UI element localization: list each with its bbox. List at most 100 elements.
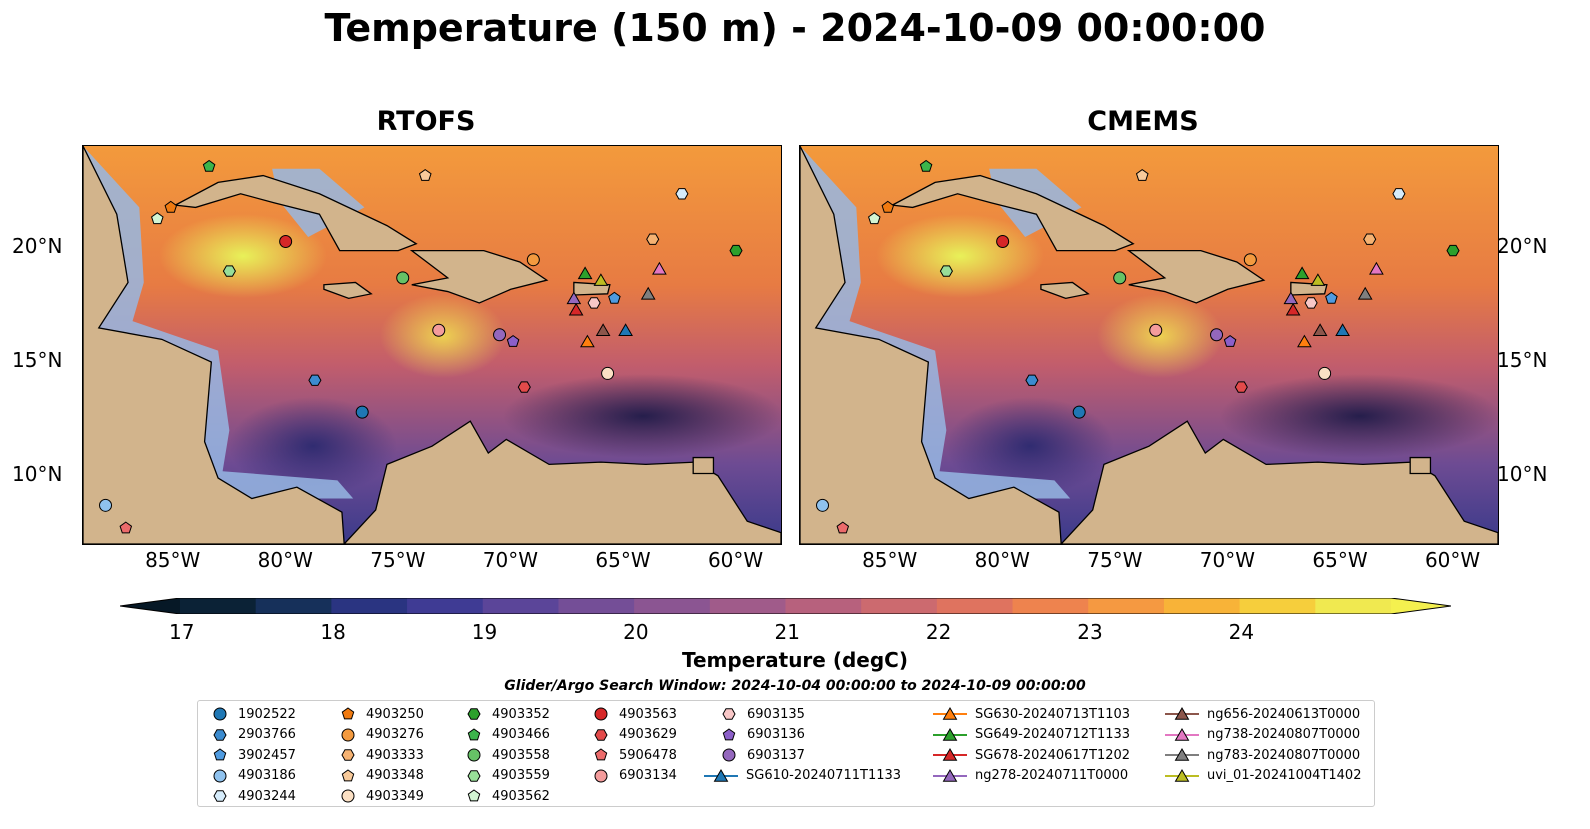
legend-marker bbox=[467, 748, 481, 762]
colorbar-tick-label: 17 bbox=[169, 620, 195, 644]
legend-marker-icon bbox=[213, 748, 227, 761]
legend-marker bbox=[1174, 748, 1190, 761]
legend-marker bbox=[713, 768, 729, 782]
map-marker-SG678-20240617T1202 bbox=[568, 302, 584, 316]
legend-marker-icon bbox=[1165, 748, 1199, 761]
legend-marker bbox=[594, 707, 608, 721]
legend-marker-icon bbox=[933, 768, 967, 782]
legend-label: 6903134 bbox=[619, 768, 677, 783]
lat-tick-label: 10°N bbox=[1497, 461, 1548, 486]
legend-item: 1902522 bbox=[210, 704, 296, 724]
legend-marker bbox=[722, 748, 736, 762]
legend-label: 4903349 bbox=[366, 788, 424, 804]
map-marker-4903558 bbox=[396, 271, 410, 285]
map-marker-4903244 bbox=[1392, 188, 1406, 200]
map-marker-SG610-20240711T1133 bbox=[1335, 323, 1350, 336]
legend-marker-icon bbox=[467, 769, 481, 782]
map-cmems bbox=[799, 145, 1499, 545]
legend-item: SG678-20240617T1202 bbox=[933, 745, 1130, 765]
legend-marker bbox=[1174, 768, 1190, 782]
legend-item: 4903559 bbox=[464, 766, 550, 786]
legend-label: ng656-20240613T0000 bbox=[1207, 706, 1361, 722]
map-marker-ng278-20240711T0000 bbox=[566, 291, 582, 305]
map-marker-6903136 bbox=[506, 334, 520, 347]
land bbox=[173, 174, 418, 252]
map-marker-4903250 bbox=[881, 200, 895, 213]
legend-label: 4903629 bbox=[619, 727, 677, 742]
map-marker-4903348 bbox=[418, 168, 432, 181]
legend-marker-icon bbox=[213, 790, 227, 802]
lon-tick-label: 60°W bbox=[1424, 548, 1481, 572]
legend-marker bbox=[213, 728, 227, 741]
lat-tick-label: 20°N bbox=[12, 234, 63, 259]
land bbox=[1126, 249, 1266, 304]
legend-marker bbox=[942, 727, 958, 741]
land bbox=[83, 146, 345, 544]
map-marker-4903466 bbox=[919, 159, 933, 172]
legend-label: ng783-20240807T0000 bbox=[1207, 747, 1361, 763]
legend-label: 4903348 bbox=[366, 768, 424, 783]
colorbar-segment bbox=[558, 598, 635, 614]
legend-item: 4903186 bbox=[210, 766, 296, 786]
map-marker-6903137 bbox=[493, 328, 507, 342]
map-marker-4903352 bbox=[1446, 244, 1460, 257]
lon-tick-label: 80°W bbox=[257, 548, 313, 572]
map-marker-4903349 bbox=[601, 366, 615, 380]
land bbox=[323, 281, 373, 300]
legend-item: 6903135 bbox=[719, 704, 805, 724]
legend-item: 4903562 bbox=[464, 786, 550, 806]
map-marker-4903629 bbox=[1234, 381, 1248, 393]
lat-tick-label: 15°N bbox=[12, 348, 63, 373]
legend: 1902522 2903766 3902457 4903186 4903244 49032… bbox=[197, 700, 1375, 807]
legend-label: 4903352 bbox=[492, 706, 550, 722]
legend-marker-icon bbox=[467, 727, 481, 740]
map-marker-SG610-20240711T1133 bbox=[618, 323, 633, 336]
legend-item: 3902457 bbox=[210, 745, 296, 765]
legend-item: uvi_01-20241004T1402 bbox=[1165, 766, 1361, 786]
legend-item: 2903766 bbox=[210, 725, 296, 745]
colorbar-tick-label: 24 bbox=[1228, 620, 1255, 644]
legend-label: 4903562 bbox=[492, 788, 550, 804]
legend-marker-icon bbox=[467, 748, 481, 762]
map-marker-3902457 bbox=[608, 291, 621, 304]
legend-marker bbox=[1174, 727, 1190, 741]
legend-item: 4903349 bbox=[338, 786, 424, 806]
legend-marker bbox=[467, 708, 481, 720]
colorbar-segment bbox=[861, 598, 938, 614]
legend-marker-icon bbox=[341, 768, 355, 781]
legend-marker-icon bbox=[213, 769, 227, 782]
legend-marker bbox=[722, 708, 736, 720]
legend-marker-icon bbox=[341, 749, 355, 761]
lon-tick-label: 70°W bbox=[482, 548, 539, 572]
map-marker-4903186 bbox=[816, 498, 830, 512]
map-marker-uvi_01-20241004T1402 bbox=[593, 273, 609, 286]
map-marker-uvi_01-20241004T1402 bbox=[1310, 273, 1326, 286]
legend-label: 4903563 bbox=[619, 706, 677, 722]
legend-marker-icon bbox=[341, 789, 355, 803]
legend-marker-icon bbox=[341, 707, 355, 720]
legend-label: SG649-20240712T1133 bbox=[975, 727, 1131, 742]
legend-marker-icon bbox=[933, 707, 967, 720]
map-rtofs bbox=[82, 145, 782, 545]
map-marker-4903563 bbox=[996, 235, 1010, 249]
colorbar-tick-label: 20 bbox=[623, 620, 649, 644]
legend-marker-icon bbox=[594, 748, 608, 761]
map-marker-ng656-20240613T0000 bbox=[595, 323, 611, 336]
land bbox=[343, 420, 781, 544]
map-marker-ng738-20240807T0000 bbox=[652, 261, 667, 275]
colorbar-max-extend bbox=[1391, 598, 1451, 614]
legend-label: 4903276 bbox=[366, 727, 424, 742]
map-marker-4903276 bbox=[526, 253, 540, 267]
map-marker-4903559 bbox=[939, 265, 953, 277]
legend-item: ng656-20240613T0000 bbox=[1165, 704, 1360, 724]
legend-caption: Glider/Argo Search Window: 2024-10-04 00… bbox=[504, 678, 1086, 694]
legend-item: ng278-20240711T0000 bbox=[933, 766, 1128, 786]
legend-marker bbox=[213, 707, 227, 721]
legend-item: 4903244 bbox=[210, 786, 296, 806]
legend-marker-icon bbox=[933, 748, 967, 761]
lon-tick-label: 70°W bbox=[1199, 548, 1256, 572]
colorbar-tick-label: 19 bbox=[471, 620, 498, 644]
map-marker-5906478 bbox=[836, 521, 850, 534]
map-marker-4903562 bbox=[868, 212, 881, 225]
legend-marker-icon bbox=[594, 707, 608, 721]
